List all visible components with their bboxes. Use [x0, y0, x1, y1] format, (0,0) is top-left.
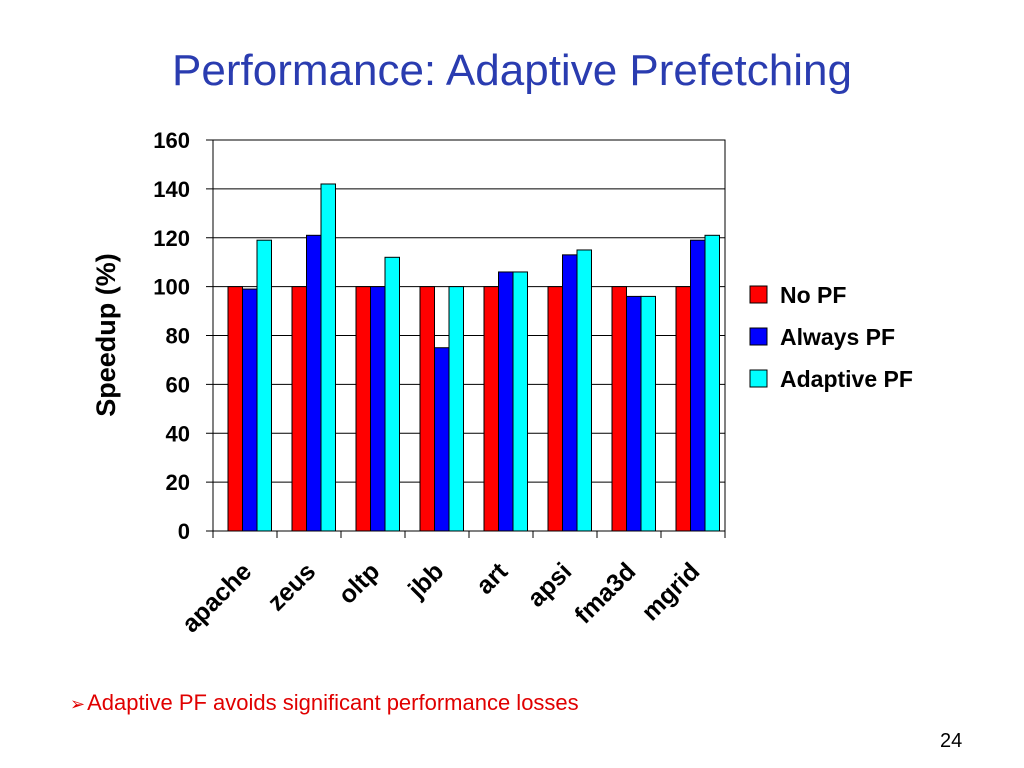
y-tick-label: 0 [178, 519, 190, 544]
x-tick-label-art: art [471, 557, 514, 600]
bar-adaptive-pf-jbb [448, 286, 464, 532]
x-tick-label-fma3d: fma3d [569, 557, 641, 629]
y-tick-label: 160 [153, 128, 190, 153]
bullet-text: Adaptive PF avoids significant performan… [87, 690, 579, 715]
x-tick-label-apache: apache [177, 557, 258, 638]
bar-always-pf-mgrid [690, 239, 706, 532]
bar-adaptive-pf-fma3d [640, 295, 656, 532]
legend-label-adaptive-pf: Adaptive PF [780, 366, 913, 392]
bar-adaptive-pf-zeus [320, 183, 336, 532]
axes [206, 139, 726, 538]
x-tick-label-mgrid: mgrid [636, 557, 705, 626]
y-tick-label: 60 [166, 372, 190, 397]
bar-adaptive-pf-oltp [384, 256, 400, 532]
bar-no-pf-art [483, 286, 499, 532]
legend-swatch-no-pf [749, 285, 768, 304]
bar-adaptive-pf-mgrid [704, 234, 720, 532]
bar-no-pf-apache [227, 286, 243, 532]
bar-always-pf-jbb [434, 347, 450, 532]
bar-no-pf-zeus [291, 286, 307, 532]
bar-no-pf-apsi [547, 286, 563, 532]
bar-always-pf-zeus [306, 234, 322, 532]
bars [227, 183, 720, 532]
x-tick-label-zeus: zeus [262, 557, 321, 616]
bar-always-pf-fma3d [626, 295, 642, 532]
x-tick-label-oltp: oltp [333, 557, 385, 609]
y-tick-label: 120 [153, 226, 190, 251]
y-tick-labels: 0 20 40 60 80 100 120 140 160 [153, 128, 190, 544]
x-tick-label-jbb: jbb [402, 557, 449, 604]
bar-no-pf-mgrid [675, 286, 691, 532]
slide-title: Performance: Adaptive Prefetching [172, 46, 852, 95]
bar-adaptive-pf-art [512, 271, 528, 532]
legend: No PF Always PF Adaptive PF [749, 282, 913, 392]
arrow-bullet-icon: ➢ [70, 694, 86, 714]
legend-label-always-pf: Always PF [780, 324, 895, 350]
legend-label-no-pf: No PF [780, 282, 846, 308]
bar-no-pf-fma3d [611, 286, 627, 532]
bar-always-pf-art [498, 271, 514, 532]
x-tick-label-apsi: apsi [522, 557, 577, 612]
bar-no-pf-jbb [419, 286, 435, 532]
y-axis-title: Speedup (%) [91, 253, 121, 417]
y-tick-label: 140 [153, 177, 190, 202]
bar-adaptive-pf-apache [256, 239, 272, 532]
bar-no-pf-oltp [355, 286, 371, 532]
bar-always-pf-apache [242, 288, 258, 532]
bar-always-pf-oltp [370, 286, 386, 532]
y-tick-label: 20 [166, 470, 190, 495]
y-tick-label: 100 [153, 275, 190, 300]
legend-swatch-always-pf [749, 327, 768, 346]
legend-swatch-adaptive-pf [749, 369, 768, 388]
y-tick-label: 40 [166, 421, 190, 446]
y-tick-label: 80 [166, 324, 190, 349]
bar-always-pf-apsi [562, 254, 578, 532]
bar-adaptive-pf-apsi [576, 249, 592, 532]
bullet-point: ➢Adaptive PF avoids significant performa… [70, 690, 579, 716]
page-number: 24 [940, 730, 963, 752]
